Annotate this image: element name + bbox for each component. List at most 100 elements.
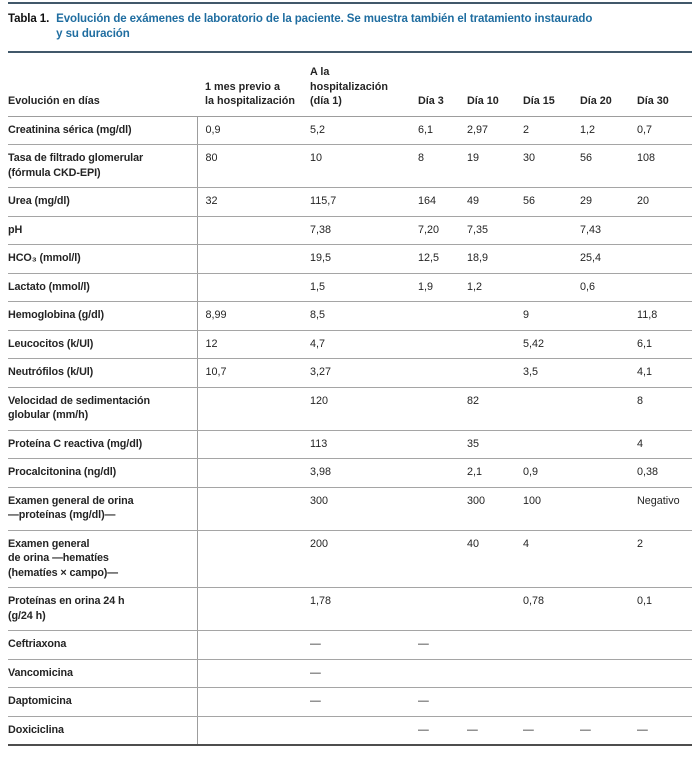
value-cell (572, 387, 629, 431)
value-cell: 49 (459, 187, 515, 217)
value-cell: 56 (515, 187, 572, 217)
value-cell (196, 458, 302, 488)
table-row-hemoglobina: Hemoglobina (g/dl) 8,99 8,5 9 11,8 (8, 301, 692, 331)
table-sheet: Tabla 1. Evolución de exámenes de labora… (8, 2, 692, 757)
value-cell (459, 301, 515, 331)
value-cell: 3,27 (302, 358, 410, 388)
row-header: pH (8, 216, 197, 245)
table-row-vancomicina: Vancomicina — (8, 659, 692, 688)
table-row-lactato: Lactato (mmol/l) 1,5 1,9 1,2 0,6 (8, 273, 692, 302)
value-cell (459, 330, 515, 359)
value-cell (572, 301, 629, 331)
lab-results-table: Evolución en días 1 mes previo a la hosp… (8, 53, 692, 746)
table-caption: Tabla 1. Evolución de exámenes de labora… (8, 4, 692, 51)
value-cell: 12,5 (410, 244, 459, 274)
value-cell (196, 487, 302, 531)
value-cell: 1,2 (459, 273, 515, 302)
table-row-daptomicina: Daptomicina — — (8, 687, 692, 717)
table-row-velocidad-sedimentacion: Velocidad de sedimentación globular (mm/… (8, 387, 692, 431)
value-cell: 300 (302, 487, 410, 531)
value-cell: 30 (515, 144, 572, 188)
row-header: Ceftriaxona (8, 630, 197, 660)
value-cell: 2 (629, 530, 692, 588)
row-header: Procalcitonina (ng/dl) (8, 458, 197, 488)
value-cell (410, 387, 459, 431)
value-cell: Negativo (629, 487, 692, 531)
value-cell (629, 630, 692, 660)
value-cell (196, 430, 302, 459)
table-row-hco3: HCO₃ (mmol/l) 19,5 12,5 18,9 25,4 (8, 244, 692, 274)
value-cell: 100 (515, 487, 572, 531)
value-cell (515, 387, 572, 431)
column-header-dia-3: Día 3 (410, 53, 459, 117)
row-header: HCO₃ (mmol/l) (8, 244, 197, 274)
value-cell: — (572, 716, 629, 746)
value-cell (196, 659, 302, 688)
value-cell: 5,42 (515, 330, 572, 359)
value-cell: 80 (196, 144, 302, 188)
row-header: Neutrófilos (k/Ul) (8, 358, 197, 388)
value-cell: 6,1 (410, 116, 459, 145)
value-cell (572, 659, 629, 688)
value-cell: 19 (459, 144, 515, 188)
value-cell (459, 659, 515, 688)
value-cell (572, 687, 629, 717)
value-cell (302, 716, 410, 746)
row-header: Daptomicina (8, 687, 197, 717)
column-header-1-mes-previo: 1 mes previo a la hospitalización (197, 53, 302, 117)
value-cell (629, 659, 692, 688)
column-header-dia-20: Día 20 (572, 53, 629, 117)
value-cell (196, 587, 302, 631)
value-cell: 108 (629, 144, 692, 188)
value-cell: 4 (629, 430, 692, 459)
value-cell: 82 (459, 387, 515, 431)
value-cell: 1,78 (302, 587, 410, 631)
value-cell (459, 687, 515, 717)
value-cell: 10,7 (196, 358, 302, 388)
row-header: Lactato (mmol/l) (8, 273, 197, 302)
value-cell (515, 273, 572, 302)
value-cell: 6,1 (629, 330, 692, 359)
value-cell: — (410, 687, 459, 717)
value-cell: 0,1 (629, 587, 692, 631)
value-cell: 0,78 (515, 587, 572, 631)
value-cell: 9 (515, 301, 572, 331)
value-cell: 1,9 (410, 273, 459, 302)
value-cell (410, 587, 459, 631)
header-row: Evolución en días 1 mes previo a la hosp… (8, 53, 692, 117)
row-header: Urea (mg/dl) (8, 187, 197, 217)
value-cell: 19,5 (302, 244, 410, 274)
value-cell (572, 630, 629, 660)
value-cell: 0,9 (515, 458, 572, 488)
table-body: Creatinina sérica (mg/dl) 0,9 5,2 6,1 2,… (8, 116, 692, 746)
value-cell (572, 487, 629, 531)
table-row-neutrofilos: Neutrófilos (k/Ul) 10,7 3,27 3,5 4,1 (8, 358, 692, 388)
row-header: Proteínas en orina 24 h (g/24 h) (8, 587, 197, 631)
value-cell: 0,9 (196, 116, 302, 145)
column-header-dia-10: Día 10 (459, 53, 515, 117)
table-row-creatinina: Creatinina sérica (mg/dl) 0,9 5,2 6,1 2,… (8, 116, 692, 145)
row-header: Velocidad de sedimentación globular (mm/… (8, 387, 197, 431)
value-cell: 120 (302, 387, 410, 431)
value-cell: 25,4 (572, 244, 629, 274)
value-cell: 40 (459, 530, 515, 588)
value-cell: 56 (572, 144, 629, 188)
top-rule (8, 2, 692, 4)
continuation-note: (Continúa) (8, 746, 692, 757)
value-cell: 3,5 (515, 358, 572, 388)
value-cell: — (629, 716, 692, 746)
value-cell: 300 (459, 487, 515, 531)
value-cell (459, 630, 515, 660)
table-caption-text: Evolución de exámenes de laboratorio de … (56, 13, 593, 40)
row-header: Tasa de filtrado glomerular (fórmula CKD… (8, 144, 197, 188)
value-cell (410, 530, 459, 588)
row-header: Examen general de orina —proteínas (mg/d… (8, 487, 197, 531)
value-cell (515, 659, 572, 688)
value-cell: — (410, 630, 459, 660)
row-header: Examen general de orina —hematíes (hemat… (8, 530, 197, 588)
value-cell: 10 (302, 144, 410, 188)
row-header: Proteína C reactiva (mg/dl) (8, 430, 197, 459)
column-header-evolucion: Evolución en días (8, 53, 197, 117)
value-cell (196, 530, 302, 588)
value-cell (515, 244, 572, 274)
